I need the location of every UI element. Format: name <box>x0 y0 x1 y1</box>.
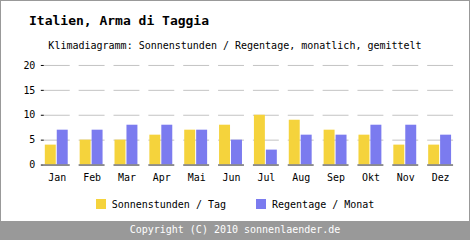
html-text:Regentage / Monat: Regentage / Monat <box>272 198 375 210</box>
svg-text:Nov: Nov <box>397 172 415 183</box>
svg-text:Sep: Sep <box>327 172 345 183</box>
svg-text:Mai: Mai <box>188 172 206 183</box>
svg-text:Okt: Okt <box>362 172 380 183</box>
html-text:Italien, Arma di Taggia: Italien, Arma di Taggia <box>29 13 209 28</box>
svg-text:Apr: Apr <box>153 172 171 183</box>
svg-text:15: 15 <box>23 85 35 96</box>
svg-text:Feb: Feb <box>83 172 101 183</box>
svg-text:Jun: Jun <box>223 172 241 183</box>
svg-text:Jan: Jan <box>48 172 66 183</box>
svg-text:0: 0 <box>29 159 35 170</box>
svg-text:Dez: Dez <box>432 172 450 183</box>
svg-text:Jul: Jul <box>257 172 275 183</box>
svg-text:Aug: Aug <box>292 172 310 183</box>
html-text:Sonnenstunden / Tag: Sonnenstunden / Tag <box>111 198 226 210</box>
svg-text:Mar: Mar <box>118 172 136 183</box>
svg-text:5: 5 <box>29 134 35 145</box>
html-text:Klimadiagramm: Sonnenstunden /: Klimadiagramm: Sonnenstunden / Regentage… <box>48 40 422 51</box>
html-text:Copyright (C) 2010 sonnenlaend: Copyright (C) 2010 sonnenlaender.de <box>129 224 341 235</box>
svg-text:10: 10 <box>23 109 35 120</box>
svg-text:20: 20 <box>23 60 35 71</box>
